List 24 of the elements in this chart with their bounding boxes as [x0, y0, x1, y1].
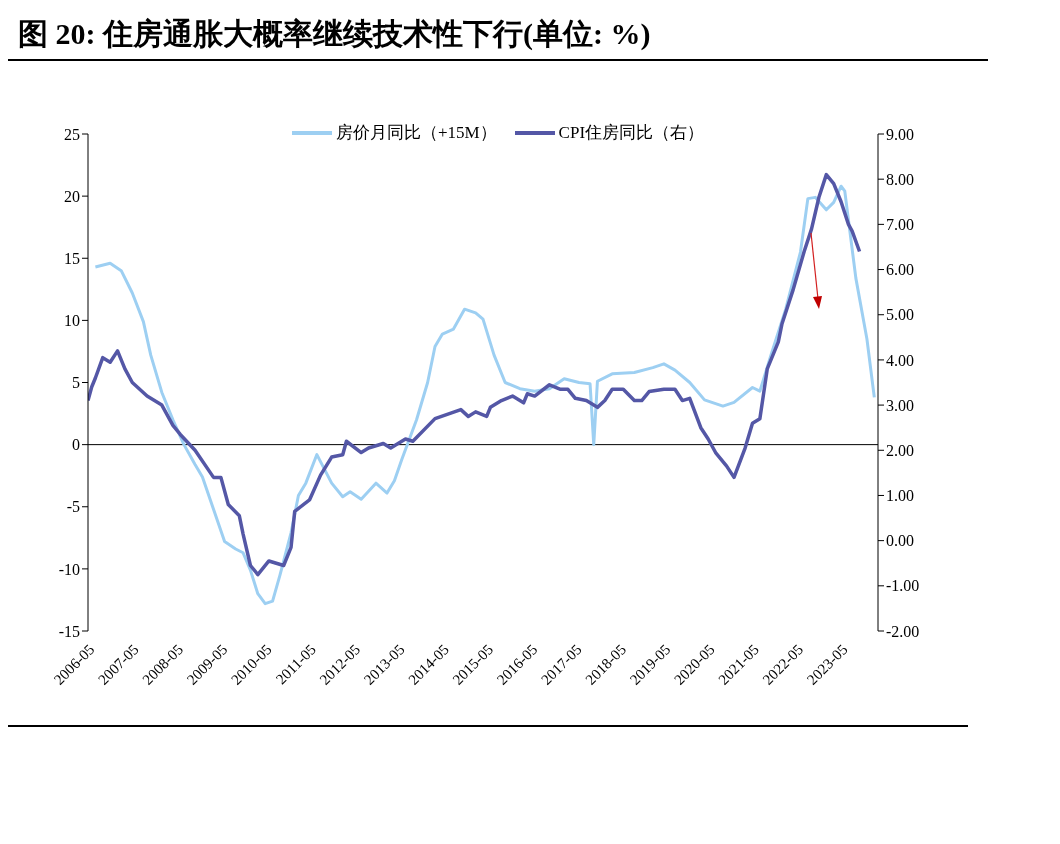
y2-tick-label: 7.00 — [886, 216, 914, 234]
y2-tick-label: 4.00 — [886, 351, 914, 369]
y-tick-label: 5 — [72, 374, 80, 392]
y-tick-label: -5 — [66, 498, 80, 516]
y2-tick-label: 0.00 — [886, 532, 914, 550]
y2-tick-label: -2.00 — [886, 622, 920, 640]
y2-tick-label: 9.00 — [886, 125, 914, 143]
y-tick-label: 0 — [72, 436, 80, 454]
y-tick-label: 25 — [64, 125, 80, 143]
y-tick-label: 10 — [64, 312, 80, 330]
legend-label: 房价月同比（+15M） — [335, 122, 497, 144]
y-tick-label: 20 — [64, 187, 80, 205]
chart-title: 图 20: 住房通胀大概率继续技术性下行(单位: %) — [8, 8, 988, 61]
y-tick-label: -15 — [58, 622, 80, 640]
y2-tick-label: 3.00 — [886, 396, 914, 414]
y-tick-label: 15 — [64, 249, 80, 267]
y2-tick-label: 1.00 — [886, 487, 914, 505]
y2-tick-label: 6.00 — [886, 261, 914, 279]
y2-tick-label: 2.00 — [886, 441, 914, 459]
y2-tick-label: -1.00 — [886, 577, 920, 595]
legend-label: CPI住房同比（右） — [558, 122, 705, 144]
y2-tick-label: 8.00 — [886, 170, 914, 188]
y2-tick-label: 5.00 — [886, 306, 914, 324]
y-tick-label: -10 — [58, 560, 80, 578]
